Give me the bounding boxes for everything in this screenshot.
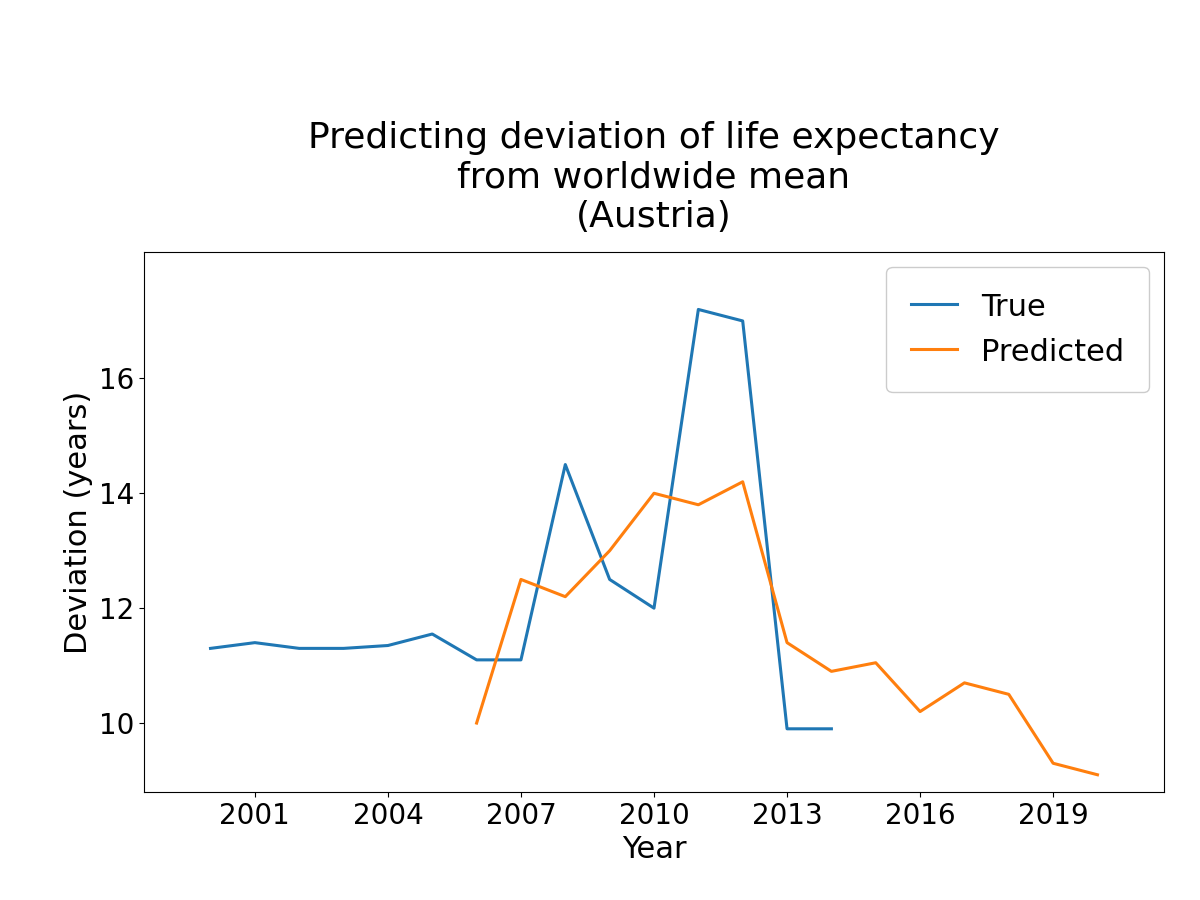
Predicted bbox=[780, 637, 794, 648]
True bbox=[647, 603, 661, 614]
Legend: True, Predicted: True, Predicted bbox=[887, 267, 1148, 392]
Predicted bbox=[869, 657, 883, 668]
Predicted bbox=[469, 717, 484, 728]
True bbox=[203, 643, 217, 653]
Predicted bbox=[824, 666, 839, 677]
Predicted bbox=[958, 678, 972, 688]
True bbox=[514, 654, 528, 665]
Predicted bbox=[1091, 770, 1105, 780]
True bbox=[558, 459, 572, 470]
True bbox=[425, 628, 439, 639]
Predicted bbox=[913, 706, 928, 717]
Y-axis label: Deviation (years): Deviation (years) bbox=[65, 391, 94, 653]
True bbox=[247, 637, 262, 648]
Predicted bbox=[736, 476, 750, 487]
True bbox=[824, 724, 839, 734]
Predicted bbox=[647, 488, 661, 499]
Line: True: True bbox=[210, 310, 832, 729]
True bbox=[469, 654, 484, 665]
True bbox=[736, 316, 750, 327]
True bbox=[780, 724, 794, 734]
Title: Predicting deviation of life expectancy
from worldwide mean
(Austria): Predicting deviation of life expectancy … bbox=[308, 122, 1000, 234]
True bbox=[292, 643, 306, 653]
True bbox=[691, 304, 706, 315]
True bbox=[336, 643, 350, 653]
Predicted bbox=[602, 545, 617, 556]
True bbox=[602, 574, 617, 585]
Predicted bbox=[1002, 688, 1016, 699]
Predicted bbox=[558, 591, 572, 602]
Line: Predicted: Predicted bbox=[476, 482, 1098, 775]
Predicted bbox=[691, 500, 706, 510]
Predicted bbox=[514, 574, 528, 585]
Predicted bbox=[1046, 758, 1061, 769]
X-axis label: Year: Year bbox=[622, 835, 686, 864]
True bbox=[380, 640, 395, 651]
